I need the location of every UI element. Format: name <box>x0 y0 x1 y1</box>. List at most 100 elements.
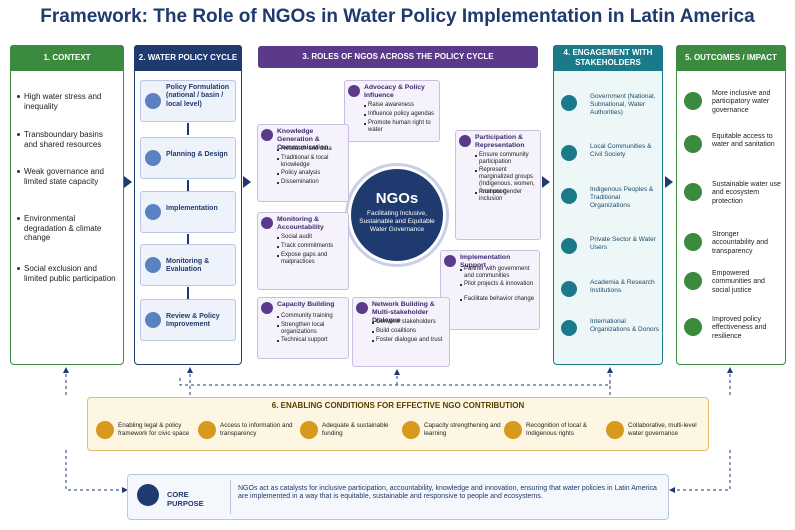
role-item: Build coalitions <box>376 328 417 334</box>
icon <box>137 484 159 506</box>
role-item: Community training <box>281 313 333 319</box>
role-item: Policy analysis <box>281 170 321 176</box>
engagement-item: Private Sector & Water Users <box>590 236 656 251</box>
icon <box>561 320 577 336</box>
conditions-panel <box>87 397 709 451</box>
bullet <box>17 133 20 136</box>
purpose-divider <box>230 480 231 514</box>
role-title: Monitoring & Accountability <box>277 216 324 232</box>
icon <box>145 204 161 220</box>
role-title: Network Building & Multi-stakeholder Dia… <box>372 301 435 325</box>
bullet <box>277 173 279 175</box>
role-title: Capacity Building <box>277 301 335 308</box>
role-item: Influence policy agendas <box>368 111 435 117</box>
cycle-heading: 2. WATER POLICY CYCLE <box>134 45 242 71</box>
outcome-item: Equitable access to water and sanitation <box>712 133 775 149</box>
outcome-item: Improved policy effectiveness and resili… <box>712 316 767 340</box>
icon <box>145 150 161 166</box>
role-item: Ensure community participation <box>479 152 529 166</box>
context-heading: 1. CONTEXT <box>10 45 124 71</box>
icon <box>561 188 577 204</box>
icon <box>145 257 161 273</box>
purpose-text: NGOs act as catalysts for inclusive part… <box>238 485 657 501</box>
icon <box>606 421 624 439</box>
cycle-step-text: Implementation <box>166 205 218 212</box>
icon <box>261 129 273 141</box>
engagement-heading: 4. ENGAGEMENT WITH STAKEHOLDERS <box>553 45 663 71</box>
center-subtitle: Facilitating Inclusive, Sustainable and … <box>359 210 435 233</box>
icon <box>145 312 161 328</box>
outcomes-heading: 5. OUTCOMES / IMPACT <box>676 45 786 71</box>
context-item: Environmental degradation & climate chan… <box>24 214 102 243</box>
context-item: Social exclusion and limited public part… <box>24 264 116 283</box>
role-item: Strengthen local organizations <box>281 322 325 336</box>
bullet <box>475 155 477 157</box>
condition-item: Recognition of local & Indigenous rights <box>526 422 587 437</box>
icon <box>684 318 702 336</box>
icon <box>684 183 702 201</box>
role-card <box>344 80 440 142</box>
role-item: Promote gender inclusion <box>479 189 523 203</box>
center-title: NGOs <box>375 190 419 207</box>
icon <box>684 272 702 290</box>
bullet <box>277 158 279 160</box>
bullet <box>277 237 279 239</box>
bullet <box>372 331 374 333</box>
title: Framework: The Role of NGOs in Water Pol… <box>40 6 755 27</box>
icon <box>356 302 368 314</box>
role-item: Represent marginalized groups (Indigenou… <box>479 167 535 195</box>
role-item: Convene stakeholders <box>376 319 436 325</box>
bullet <box>372 322 374 324</box>
engagement-item: Academia & Research Institutions <box>590 279 655 294</box>
purpose-label: CORE PURPOSE <box>167 490 204 508</box>
icon <box>444 255 456 267</box>
icon <box>261 302 273 314</box>
bullet <box>17 170 20 173</box>
outcome-item: Sustainable water use and ecosystem prot… <box>712 181 781 205</box>
bullet <box>17 95 20 98</box>
icon <box>684 135 702 153</box>
conditions-heading: 6. ENABLING CONDITIONS FOR EFFECTIVE NGO… <box>271 401 525 410</box>
context-item: Transboundary basins and shared resource… <box>24 130 103 149</box>
role-title: Implementation Support <box>460 254 511 270</box>
bullet <box>277 316 279 318</box>
cycle-step-text: Policy Formulation (national / basin / l… <box>166 84 230 108</box>
icon <box>145 93 161 109</box>
role-item: Pilot projects & innovation <box>464 281 534 287</box>
outcome-item: Empowered communities and social justice <box>712 270 765 294</box>
role-item: Traditional & local knowledge <box>281 155 329 169</box>
bullet <box>460 269 462 271</box>
engagement-item: Local Communities & Civil Society <box>590 143 652 158</box>
bullet <box>364 114 366 116</box>
bullet <box>277 255 279 257</box>
role-item: Partner with government and communities <box>464 266 530 280</box>
cycle-arrow <box>187 234 189 246</box>
bullet <box>364 123 366 125</box>
role-title: Advocacy & Policy Influence <box>364 84 425 100</box>
outcome-item: More inclusive and participatory water g… <box>712 90 771 114</box>
icon <box>459 135 471 147</box>
bullet <box>475 170 477 172</box>
bullet <box>277 340 279 342</box>
condition-item: Adequate & sustainable funding <box>322 422 389 437</box>
cycle-step-text: Planning & Design <box>166 151 228 158</box>
roles-heading: 3. ROLES OF NGOS ACROSS THE POLICY CYCLE <box>258 46 538 68</box>
icon <box>561 238 577 254</box>
icon <box>504 421 522 439</box>
outcome-item: Stronger accountability and transparency <box>712 231 769 255</box>
role-item: Foster dialogue and trust <box>376 337 443 343</box>
bullet <box>460 299 462 301</box>
icon <box>300 421 318 439</box>
condition-item: Access to information and transparency <box>220 422 293 437</box>
role-card <box>440 250 540 330</box>
cycle-step-text: Monitoring & Evaluation <box>166 258 210 274</box>
bullet <box>17 267 20 270</box>
icon <box>684 92 702 110</box>
icon <box>198 421 216 439</box>
icon <box>348 85 360 97</box>
icon <box>561 145 577 161</box>
role-item: Dissemination <box>281 179 319 185</box>
icon <box>96 421 114 439</box>
